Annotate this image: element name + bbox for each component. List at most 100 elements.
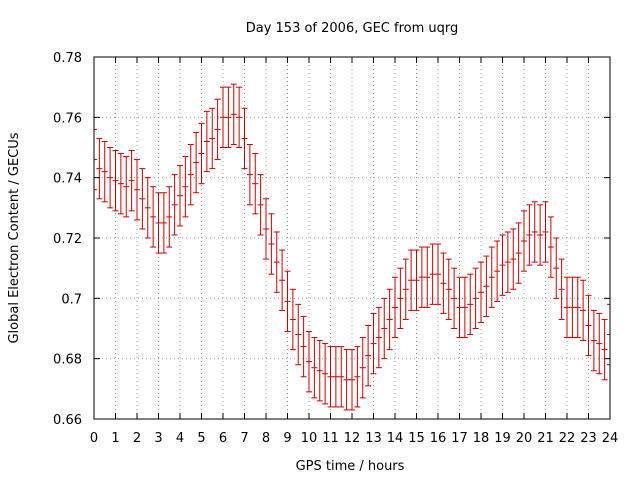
- x-axis-label: GPS time / hours: [296, 459, 405, 474]
- data-point: [483, 255, 490, 317]
- data-point: [499, 234, 506, 296]
- data-point: [354, 346, 361, 408]
- data-point: [596, 312, 603, 375]
- data-point: [435, 243, 441, 305]
- data-point: [225, 86, 232, 148]
- data-point: [601, 318, 608, 381]
- y-tick-label: 0.78: [53, 51, 82, 66]
- x-tick-label: 24: [602, 431, 619, 446]
- data-point: [553, 237, 560, 299]
- data-point: [220, 86, 226, 148]
- data-point: [139, 168, 146, 230]
- data-point: [349, 349, 355, 411]
- x-tick-label: 4: [176, 431, 184, 446]
- data-point: [107, 147, 114, 209]
- data-point: [171, 174, 178, 236]
- data-point: [177, 165, 183, 227]
- x-tick-label: 13: [365, 431, 382, 446]
- data-point: [327, 346, 334, 408]
- x-tick-label: 23: [580, 431, 597, 446]
- chart-title: Day 153 of 2006, GEC from uqrg: [246, 21, 459, 36]
- data-point: [246, 143, 253, 206]
- data-point: [198, 122, 205, 185]
- data-point: [521, 210, 527, 272]
- x-tick-label: 20: [516, 431, 533, 446]
- x-tick-label: 19: [494, 431, 511, 446]
- data-point: [295, 303, 302, 366]
- data-point: [252, 153, 259, 215]
- x-tick-label: 7: [240, 431, 248, 446]
- data-point: [472, 267, 479, 329]
- data-point: [370, 312, 377, 375]
- data-point: [236, 86, 243, 148]
- data-point: [461, 276, 468, 339]
- data-point: [424, 246, 431, 308]
- data-point: [386, 288, 393, 351]
- data-point: [515, 222, 522, 284]
- data-point: [440, 252, 447, 314]
- data-point: [257, 174, 264, 236]
- data-point: [510, 228, 517, 290]
- data-point: [241, 107, 248, 170]
- y-tick-label: 0.76: [53, 111, 82, 126]
- x-tick-label: 22: [559, 431, 576, 446]
- y-tick-label: 0.72: [53, 232, 82, 247]
- x-tick-label: 21: [537, 431, 554, 446]
- data-point: [273, 231, 280, 293]
- data-point: [128, 150, 135, 212]
- x-tick-label: 10: [301, 431, 318, 446]
- data-point: [214, 98, 221, 161]
- data-point: [160, 192, 167, 254]
- x-tick-label: 2: [133, 431, 141, 446]
- data-point: [494, 240, 501, 302]
- y-tick-marks: [94, 56, 610, 420]
- data-point: [542, 201, 549, 263]
- data-point: [504, 231, 511, 293]
- data-point: [279, 249, 286, 311]
- data-point: [182, 156, 189, 218]
- x-tick-label: 9: [283, 431, 291, 446]
- x-tick-label: 1: [111, 431, 119, 446]
- x-tick-marks: [93, 57, 611, 419]
- data-point: [375, 306, 382, 369]
- data-point: [193, 131, 200, 194]
- y-tick-label: 0.74: [53, 172, 82, 187]
- data-point: [445, 258, 452, 320]
- data-point: [300, 315, 307, 378]
- data-point: [112, 150, 119, 212]
- data-point: [478, 261, 484, 323]
- data-point: [155, 192, 162, 254]
- data-point: [284, 270, 291, 333]
- data-point: [392, 276, 398, 339]
- data-point: [488, 246, 495, 308]
- data-point: [467, 273, 474, 336]
- data-point: [96, 137, 103, 200]
- data-point: [574, 276, 581, 339]
- data-point: [117, 153, 124, 215]
- data-point: [289, 288, 296, 351]
- data-point: [144, 177, 151, 239]
- data-point: [558, 258, 565, 320]
- data-point: [547, 216, 554, 278]
- data-point: [381, 297, 388, 360]
- x-tick-label: 18: [473, 431, 490, 446]
- data-point: [569, 276, 576, 339]
- data-point: [564, 276, 570, 339]
- data-point: [332, 346, 339, 408]
- x-tick-label: 12: [344, 431, 361, 446]
- data-point: [402, 258, 409, 320]
- y-tick-label: 0.66: [53, 413, 82, 428]
- data-point: [456, 276, 463, 339]
- data-point: [537, 204, 544, 266]
- data-point: [268, 213, 275, 275]
- y-axis-label: Global Electron Content / GECUs: [7, 132, 22, 343]
- data-point: [590, 309, 597, 372]
- data-point: [397, 267, 404, 329]
- y-tick-label: 0.68: [53, 353, 82, 368]
- data-point: [203, 110, 210, 173]
- data-point: [187, 143, 194, 206]
- x-tick-label: 8: [262, 431, 270, 446]
- y-tick-label: 0.7: [61, 292, 82, 307]
- data-point: [429, 243, 436, 305]
